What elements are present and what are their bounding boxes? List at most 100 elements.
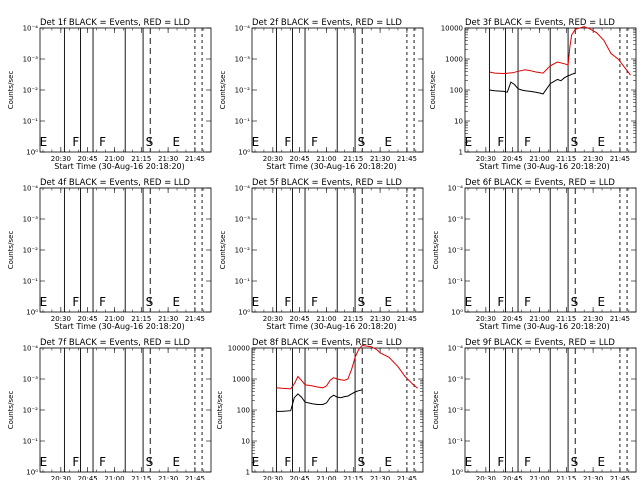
y-tick-label: 10⁰ [26,149,38,157]
x-tick-label: 20:45 [503,475,523,480]
y-tick-label: 10⁻⁴ [448,345,464,353]
y-tick-label: 10 [241,438,250,446]
interval-marker-label: S [146,295,154,309]
interval-marker-label: F [99,455,106,469]
x-axis-label: Start Time (30-Aug-16 20:18:20) [266,322,397,331]
y-tick-label: 10⁻⁴ [448,185,464,193]
x-tick-label: 21:30 [158,475,178,480]
y-tick-label: 10⁻⁴ [23,345,39,353]
interval-marker-label: F [72,135,79,149]
x-tick-label: 21:15 [343,315,363,323]
interval-marker-label: E [172,135,180,149]
y-axis-label: Counts/sec [432,391,440,430]
interval-marker-label: E [172,455,180,469]
y-tick-label: 10⁻² [235,247,251,255]
interval-marker-label: E [40,455,48,469]
x-tick-label: 20:45 [78,475,98,480]
y-tick-label: 10⁰ [451,469,463,477]
interval-marker-label: F [72,295,79,309]
interval-marker-label: F [284,295,291,309]
interval-marker-label: E [384,135,392,149]
panel-title: Det 9f BLACK = Events, RED = LLD [465,338,615,348]
x-tick-label: 20:45 [290,475,310,480]
x-tick-label: 21:00 [316,315,336,323]
y-tick-label: 10 [454,118,463,126]
x-tick-label: 21:30 [583,155,603,163]
x-tick-label: 21:15 [131,315,151,323]
y-tick-label: 10⁻² [235,87,251,95]
x-tick-label: 20:30 [263,475,283,480]
x-tick-label: 21:00 [104,155,124,163]
interval-marker-label: F [497,295,504,309]
y-tick-label: 10⁻⁴ [235,25,251,33]
panel-title: Det 6f BLACK = Events, RED = LLD [465,178,615,188]
x-tick-label: 21:45 [185,475,205,480]
x-tick-label: 21:15 [556,315,576,323]
y-tick-label: 10⁰ [238,309,250,317]
y-axis-label: Counts/sec [216,391,224,430]
y-tick-label: 10⁻³ [235,216,251,224]
panel-title: Det 8f BLACK = Events, RED = LLD [252,338,402,348]
y-axis-label: Counts/sec [7,71,15,110]
interval-marker-label: F [284,135,291,149]
panel-title: Det 3f BLACK = Events, RED = LLD [465,18,615,28]
x-tick-label: 21:30 [370,155,390,163]
y-tick-label: 10⁻² [23,407,39,415]
y-axis-label: Counts/sec [219,231,227,270]
x-tick-label: 20:30 [263,315,283,323]
x-tick-label: 20:30 [476,315,496,323]
x-axis-label: Start Time (30-Aug-16 20:18:20) [479,162,610,171]
x-tick-label: 21:45 [185,155,205,163]
interval-marker-label: F [497,455,504,469]
x-tick-label: 20:30 [51,315,71,323]
interval-marker-label: E [597,295,605,309]
events-series-line [276,389,363,412]
y-tick-label: 10⁻¹ [448,278,464,286]
interval-marker-label: E [172,295,180,309]
y-axis-label: Counts/sec [219,71,227,110]
y-tick-label: 10⁻² [448,407,464,415]
x-tick-label: 21:00 [529,155,549,163]
x-tick-label: 20:45 [290,315,310,323]
panel-title: Det 2f BLACK = Events, RED = LLD [252,18,402,28]
y-tick-label: 10⁻⁴ [235,185,251,193]
x-tick-label: 21:15 [343,475,363,480]
panel-title: Det 5f BLACK = Events, RED = LLD [252,178,402,188]
interval-marker-label: E [252,455,260,469]
y-tick-label: 10⁻³ [23,216,39,224]
y-axis-label: Counts/sec [7,391,15,430]
y-tick-label: 10⁻³ [448,376,464,384]
y-tick-label: 10⁻¹ [448,438,464,446]
interval-marker-label: F [99,135,106,149]
y-tick-label: 100 [237,407,250,415]
interval-marker-label: F [497,135,504,149]
x-tick-label: 21:45 [610,475,630,480]
interval-marker-label: S [146,135,154,149]
x-tick-label: 20:45 [503,315,523,323]
interval-marker-label: F [311,295,318,309]
y-tick-label: 10000 [441,25,463,33]
x-tick-label: 21:30 [583,475,603,480]
y-tick-label: 10⁻³ [235,56,251,64]
panel-title: Det 1f BLACK = Events, RED = LLD [40,18,190,28]
y-tick-label: 1000 [232,376,250,384]
x-tick-label: 21:30 [370,315,390,323]
x-tick-label: 21:45 [610,155,630,163]
interval-marker-label: E [252,135,260,149]
panel-title: Det 7f BLACK = Events, RED = LLD [40,338,190,348]
x-tick-label: 20:30 [476,475,496,480]
interval-marker-label: E [40,135,48,149]
lld-series-line [276,344,418,390]
interval-marker-label: E [40,295,48,309]
y-tick-label: 10⁰ [451,309,463,317]
interval-marker-label: S [358,455,366,469]
interval-marker-label: S [358,135,366,149]
x-tick-label: 20:45 [290,155,310,163]
